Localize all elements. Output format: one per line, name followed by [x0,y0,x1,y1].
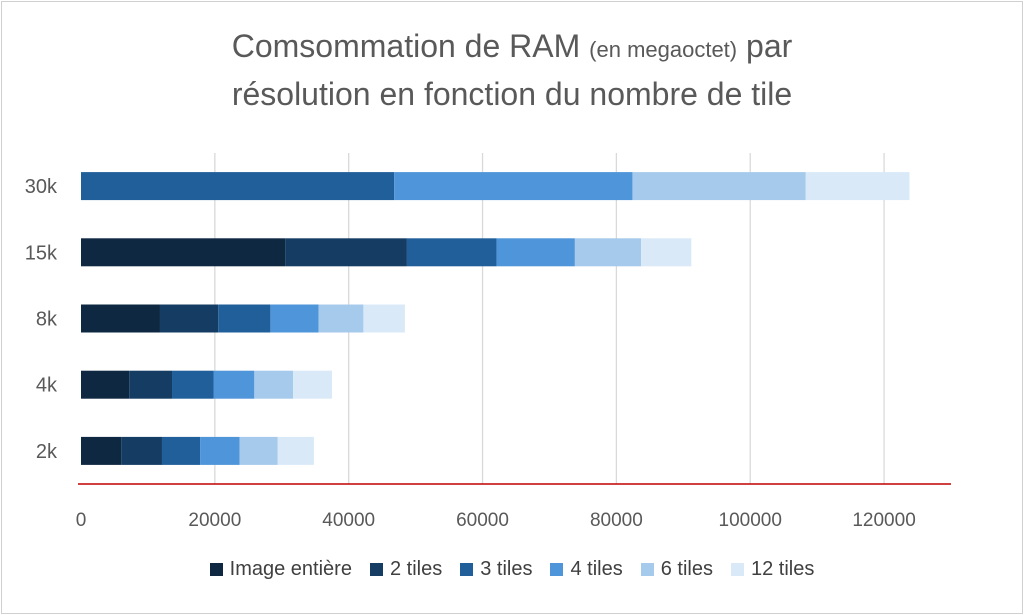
x-tick-label-60000: 60000 [456,510,509,531]
bar-8k-series-3 [218,304,271,333]
legend-swatch [209,563,223,576]
legend-label: 4 tiles [570,558,623,580]
x-tick-label-20000: 20000 [188,510,241,531]
y-tick-label-15k: 15k [25,242,58,264]
bar-30k-series-3 [81,172,395,201]
title-unit: (en megaoctet) [589,37,738,62]
bar-2k-series-3 [161,436,201,465]
bar-2k-series-4 [200,436,240,465]
title-line-2: résolution en fonction du nombre de tile [231,76,793,112]
bar-4k-series-4 [213,370,255,399]
bar-4k-series-5 [254,370,294,399]
bar-15k-series-5 [574,238,642,267]
bar-8k-series-5 [318,304,364,333]
x-tick-label-120000: 120000 [852,510,915,531]
bar-30k-series-4 [394,172,633,201]
bar-4k-series-1 [81,370,130,399]
legend-item-1: Image entière [209,558,352,581]
legend-swatch [640,563,654,576]
legend-label: Image entière [229,558,352,580]
legend-item-3: 3 tiles [460,558,532,581]
legend-label: 2 tiles [389,558,443,580]
legend-label: 6 tiles [660,558,713,580]
legend-swatch [550,563,564,576]
x-tick-label-100000: 100000 [719,510,782,531]
legend-item-6: 12 tiles [730,558,815,581]
bar-2k-series-6 [277,436,314,465]
legend-swatch [460,563,474,576]
chart-legend: Image entière 2 tiles 3 tiles 4 tiles 6 tile… [0,558,1024,582]
y-tick-label-4k: 4k [36,375,58,397]
bar-4k-series-3 [172,370,214,399]
legend-item-4: 4 tiles [550,558,623,581]
bar-2k-series-5 [239,436,278,465]
bar-8k-series-6 [363,304,405,333]
legend-swatch [369,563,383,576]
y-tick-label-30k: 30k [25,176,58,198]
bar-4k-series-6 [293,370,332,399]
title-main: Comsommation de RAM [231,28,581,64]
legend-swatch [730,563,744,576]
bar-15k-series-6 [641,238,692,267]
bar-15k-series-4 [496,238,575,267]
y-tick-label-8k: 8k [36,309,58,331]
legend-label: 12 tiles [750,558,815,580]
bar-30k-series-5 [632,172,806,201]
bar-4k-series-2 [129,370,173,399]
bar-15k-series-1 [81,238,286,267]
x-tick-label-80000: 80000 [590,510,643,531]
x-tick-label-40000: 40000 [322,510,375,531]
bar-8k-series-2 [159,304,219,333]
chart-title: Comsommation de RAM (en megaoctet) par r… [0,24,1024,117]
bar-2k-series-1 [81,436,122,465]
legend-item-2: 2 tiles [369,558,443,581]
bar-15k-series-3 [406,238,497,267]
title-line-1: Comsommation de RAM (en megaoctet) par [0,24,1024,72]
legend-label: 3 tiles [480,558,533,580]
x-tick-label-0: 0 [76,510,87,531]
y-tick-label-2k: 2k [36,441,58,463]
bar-15k-series-2 [285,238,407,267]
bar-2k-series-2 [121,436,162,465]
title-end: par [746,28,793,64]
bar-8k-series-1 [81,304,160,333]
bar-8k-series-4 [270,304,319,333]
legend-item-5: 6 tiles [640,558,713,581]
bar-30k-series-6 [805,172,910,201]
